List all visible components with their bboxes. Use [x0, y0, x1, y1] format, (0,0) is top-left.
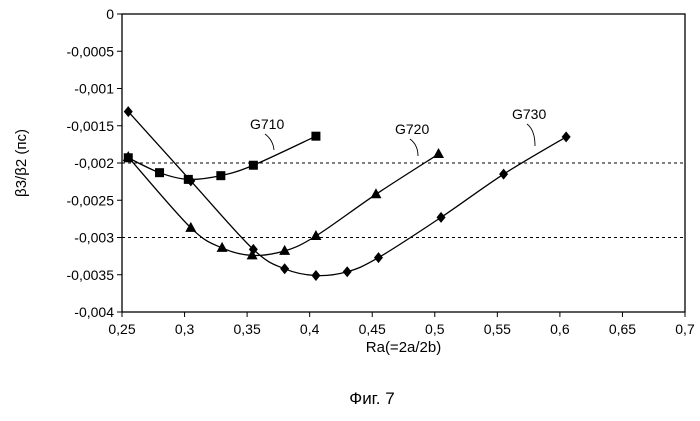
series-g730: [124, 106, 571, 281]
y-axis-ticks: 0 -0,0005 -0,001 -0,0015 -0,002 -0,0025 -0,003…: [67, 6, 122, 320]
y-tick-label: 0: [106, 6, 114, 22]
x-tick-label: 0,55: [484, 321, 511, 337]
data-point-triangle: [433, 148, 444, 158]
data-point-square: [216, 171, 225, 180]
data-point-diamond: [280, 263, 289, 274]
x-tick-label: 0,7: [675, 321, 695, 337]
series-line: [128, 112, 566, 276]
series-labels: G710 G720 G730: [250, 106, 546, 156]
y-tick-label: -0,0035: [67, 267, 115, 283]
series-label-g720: G720: [395, 121, 429, 137]
y-tick-label: -0,0005: [67, 43, 115, 59]
series-label-leader: [265, 134, 274, 150]
x-tick-label: 0,4: [300, 321, 320, 337]
y-tick-label: -0,0015: [67, 118, 115, 134]
y-tick-label: -0,002: [74, 155, 114, 171]
data-point-square: [249, 161, 258, 170]
x-tick-label: 0,45: [359, 321, 386, 337]
data-point-square: [155, 168, 164, 177]
series-group: [123, 106, 571, 281]
x-tick-label: 0,35: [233, 321, 260, 337]
series-label-g730: G730: [512, 106, 546, 122]
series-label-leader: [527, 124, 535, 146]
x-tick-label: 0,65: [609, 321, 636, 337]
data-point-triangle: [370, 188, 381, 198]
y-tick-label: -0,001: [74, 81, 114, 97]
series-g720: [123, 148, 444, 259]
x-axis-title: Ra(=2a/2b): [366, 339, 441, 356]
series-label-g710: G710: [250, 116, 284, 132]
data-point-square: [311, 132, 320, 141]
y-tick-label: -0,004: [74, 304, 114, 320]
data-point-diamond: [499, 169, 508, 180]
data-point-diamond: [437, 212, 446, 223]
data-point-diamond: [311, 270, 320, 281]
data-point-diamond: [343, 266, 352, 277]
x-tick-label: 0,3: [175, 321, 195, 337]
x-tick-label: 0,5: [425, 321, 445, 337]
y-tick-label: -0,0025: [67, 192, 115, 208]
series-label-leader: [410, 139, 418, 156]
data-point-diamond: [374, 252, 383, 263]
series-line: [128, 154, 438, 255]
x-tick-label: 0,6: [550, 321, 570, 337]
figure-caption: Фиг. 7: [349, 389, 394, 408]
reference-lines: [122, 163, 685, 238]
x-tick-label: 0,25: [108, 321, 135, 337]
x-axis-ticks: 0,25 0,3 0,35 0,4 0,45 0,5 0,55 0,6 0,65 0,7: [108, 312, 695, 337]
data-point-triangle: [310, 230, 321, 240]
data-point-diamond: [562, 131, 571, 142]
y-tick-label: -0,003: [74, 230, 114, 246]
y-axis-title: β3/β2 (пс): [13, 129, 30, 197]
